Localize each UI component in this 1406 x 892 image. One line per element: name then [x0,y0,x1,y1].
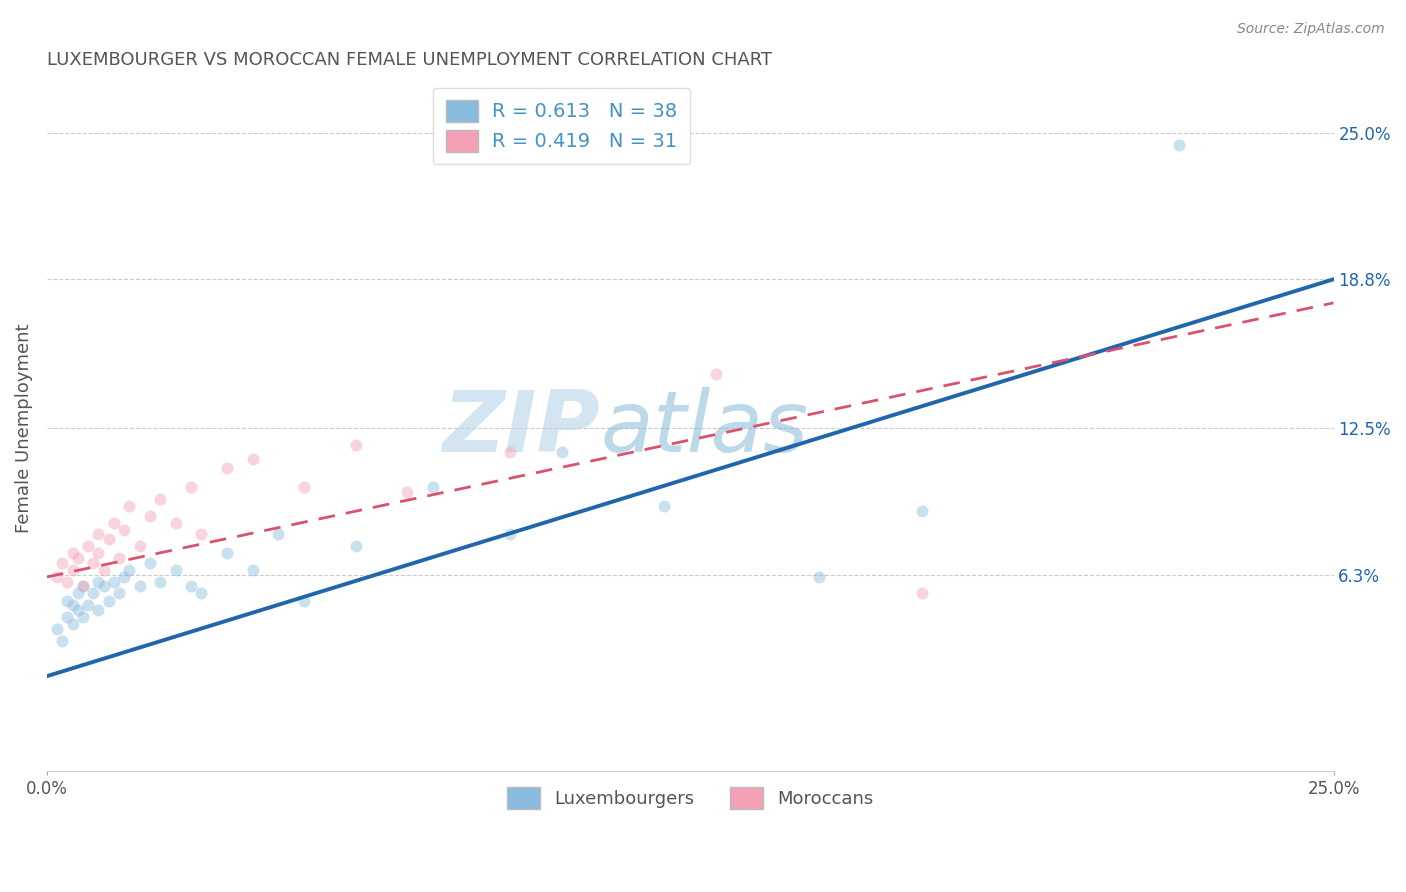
Point [704,367,727,381]
Point [118,499,141,513]
Point [180,579,202,593]
Text: atlas: atlas [600,386,808,469]
Point [62,617,84,632]
Point [118,563,141,577]
Point [499,527,522,541]
Point [190,527,212,541]
Point [82,586,104,600]
Point [72,610,94,624]
Text: Source: ZipAtlas.com: Source: ZipAtlas.com [1237,22,1385,37]
Point [344,437,367,451]
Point [128,579,150,593]
Point [422,480,444,494]
Point [82,556,104,570]
Point [97,593,120,607]
Point [46,622,69,636]
Y-axis label: Female Unemployment: Female Unemployment [15,324,32,533]
Point [51,556,73,570]
Point [911,586,934,600]
Point [87,603,110,617]
Point [215,546,238,560]
Point [911,504,934,518]
Point [103,516,125,530]
Point [62,546,84,560]
Point [87,574,110,589]
Point [215,461,238,475]
Point [292,593,315,607]
Point [180,480,202,494]
Point [292,480,315,494]
Point [654,499,676,513]
Point [267,527,290,541]
Point [108,586,131,600]
Point [77,599,100,613]
Point [93,563,115,577]
Point [108,551,131,566]
Point [72,579,94,593]
Point [344,539,367,553]
Point [46,570,69,584]
Point [72,579,94,593]
Point [66,603,89,617]
Point [139,556,162,570]
Point [51,633,73,648]
Point [550,444,572,458]
Point [62,599,84,613]
Text: ZIP: ZIP [443,386,600,469]
Point [499,444,522,458]
Point [66,551,89,566]
Point [97,532,120,546]
Point [56,593,79,607]
Point [139,508,162,523]
Legend: Luxembourgers, Moroccans: Luxembourgers, Moroccans [492,772,887,823]
Point [149,574,172,589]
Point [112,570,135,584]
Point [87,546,110,560]
Point [112,523,135,537]
Point [396,484,419,499]
Point [77,539,100,553]
Point [93,579,115,593]
Point [242,563,264,577]
Point [128,539,150,553]
Text: LUXEMBOURGER VS MOROCCAN FEMALE UNEMPLOYMENT CORRELATION CHART: LUXEMBOURGER VS MOROCCAN FEMALE UNEMPLOY… [46,51,772,69]
Point [1168,137,1191,152]
Point [165,563,187,577]
Point [807,570,830,584]
Point [56,610,79,624]
Point [242,451,264,466]
Point [62,563,84,577]
Point [149,491,172,506]
Point [56,574,79,589]
Point [66,586,89,600]
Point [190,586,212,600]
Point [165,516,187,530]
Point [103,574,125,589]
Point [87,527,110,541]
